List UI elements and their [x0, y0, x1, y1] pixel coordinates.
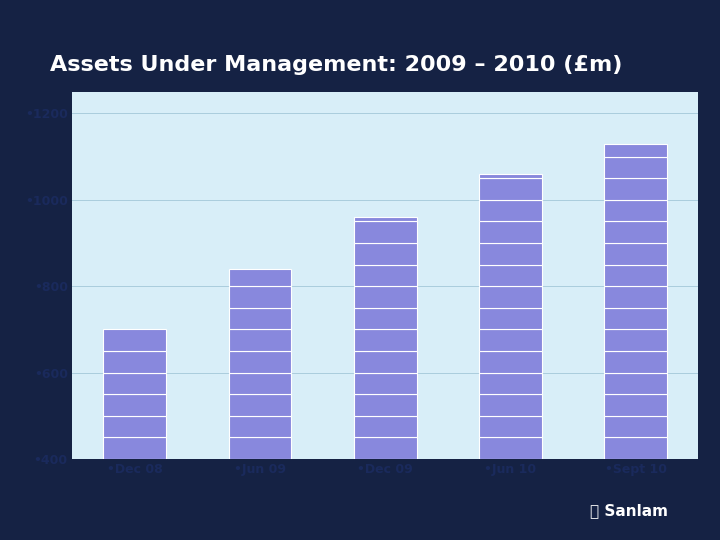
Bar: [229, 329, 291, 351]
Bar: [354, 329, 416, 351]
Bar: [480, 351, 541, 373]
Bar: [104, 394, 166, 416]
Bar: [480, 221, 541, 243]
Bar: [480, 178, 541, 200]
Bar: [605, 394, 667, 416]
Bar: [229, 416, 291, 437]
Bar: [354, 373, 416, 394]
Bar: [480, 286, 541, 308]
Bar: [605, 221, 667, 243]
Bar: [354, 437, 416, 459]
Bar: [605, 308, 667, 329]
Bar: [605, 243, 667, 265]
Bar: [354, 351, 416, 373]
Bar: [354, 394, 416, 416]
Text: Ⓜ Sanlam: Ⓜ Sanlam: [590, 503, 668, 518]
Bar: [104, 351, 166, 373]
Bar: [605, 178, 667, 200]
Bar: [354, 217, 416, 221]
Bar: [480, 200, 541, 221]
Bar: [104, 416, 166, 437]
Bar: [480, 174, 541, 178]
Bar: [480, 373, 541, 394]
Bar: [480, 394, 541, 416]
Bar: [229, 269, 291, 286]
Bar: [605, 373, 667, 394]
Bar: [354, 286, 416, 308]
Bar: [354, 265, 416, 286]
Bar: [480, 329, 541, 351]
Bar: [605, 329, 667, 351]
Bar: [480, 243, 541, 265]
Bar: [480, 437, 541, 459]
Bar: [104, 437, 166, 459]
Bar: [229, 351, 291, 373]
Bar: [229, 286, 291, 308]
Bar: [605, 265, 667, 286]
Bar: [354, 308, 416, 329]
Bar: [605, 416, 667, 437]
Bar: [605, 351, 667, 373]
Bar: [480, 416, 541, 437]
Bar: [480, 308, 541, 329]
Bar: [605, 200, 667, 221]
Bar: [605, 286, 667, 308]
Bar: [354, 221, 416, 243]
Bar: [480, 265, 541, 286]
Bar: [229, 394, 291, 416]
Bar: [229, 308, 291, 329]
Text: Assets Under Management: 2009 – 2010 (£m): Assets Under Management: 2009 – 2010 (£m…: [50, 55, 623, 75]
Bar: [605, 144, 667, 157]
Bar: [229, 437, 291, 459]
Bar: [354, 243, 416, 265]
Bar: [354, 416, 416, 437]
Bar: [104, 329, 166, 351]
Bar: [104, 373, 166, 394]
Bar: [605, 157, 667, 178]
Bar: [229, 373, 291, 394]
Bar: [605, 437, 667, 459]
